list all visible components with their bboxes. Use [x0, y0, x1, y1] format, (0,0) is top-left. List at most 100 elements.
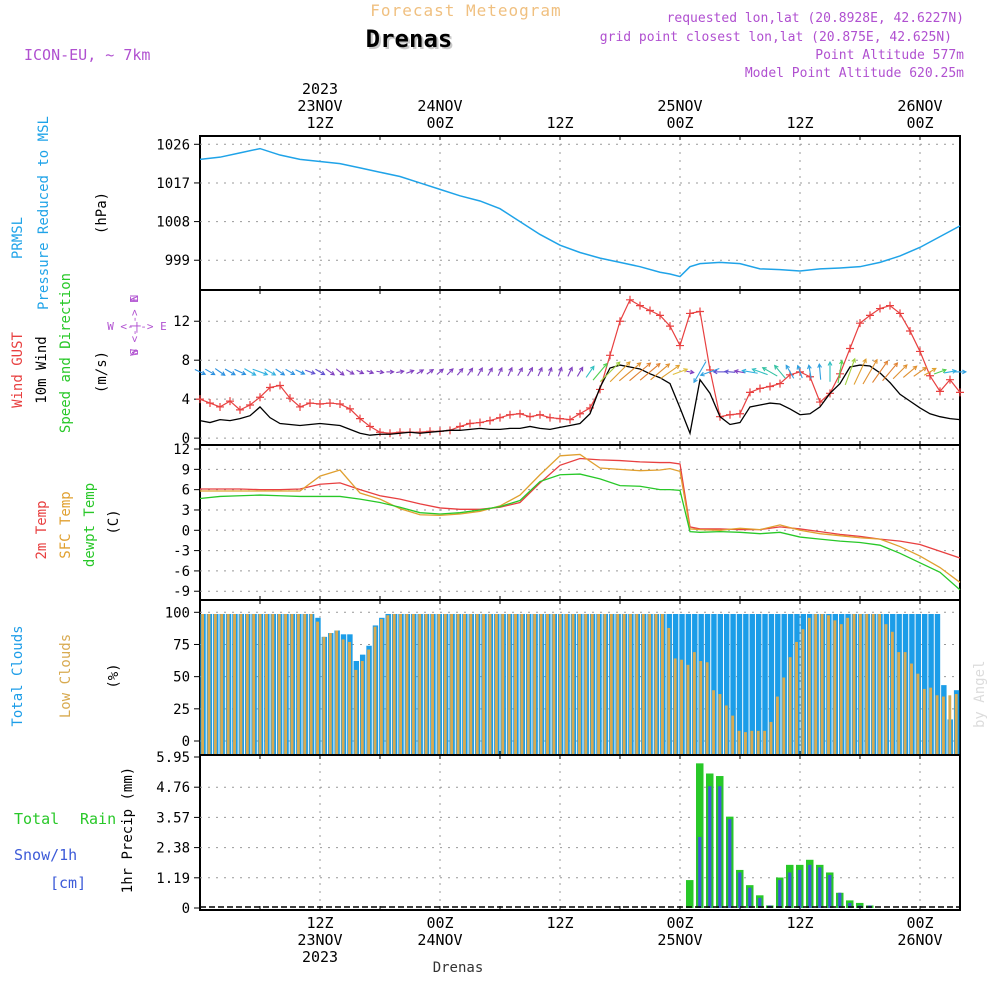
wind-vector-shaft: [252, 368, 268, 376]
snow-bar: [758, 897, 762, 908]
low-cloud-bar: [795, 641, 798, 754]
snow-bar: [848, 902, 852, 908]
snow-bar: [738, 872, 742, 908]
low-cloud-bar: [616, 614, 620, 754]
gust-marker: [466, 419, 474, 428]
total-cloud-bar: [736, 614, 743, 754]
wind-vector: [456, 367, 464, 376]
wind-vector: [305, 369, 316, 375]
wind-vector-shaft: [325, 368, 335, 376]
gust-marker: [306, 399, 314, 408]
wind-vector-shaft: [609, 361, 631, 383]
low-cloud-bar: [705, 662, 709, 754]
wind-vector: [751, 367, 768, 376]
bottom-time-label: 12Z: [306, 914, 333, 932]
low-cloud-bar: [265, 614, 268, 754]
low-cloud-bar: [807, 617, 811, 754]
low-cloud-bar: [948, 695, 952, 754]
low-cloud-bar: [552, 614, 556, 754]
wind-vector-shaft: [734, 370, 746, 374]
wind-vector: [618, 362, 642, 382]
low-cloud-bar: [220, 614, 224, 754]
low-cloud-bar: [897, 652, 901, 754]
low-cloud-bar: [341, 639, 345, 754]
wind-vector-shaft: [686, 370, 694, 374]
low-cloud-bar: [405, 614, 409, 754]
ytick-label: 75: [173, 637, 190, 653]
wind-vector-shaft: [660, 364, 680, 379]
wind-vector: [537, 366, 543, 377]
wind-vector-head: [263, 371, 269, 376]
gust-marker: [906, 326, 914, 335]
ytick-label: -9: [173, 584, 190, 600]
snow-bar: [728, 819, 732, 908]
low-cloud-bar: [929, 687, 933, 754]
gust-marker: [246, 401, 254, 410]
gust-marker: [846, 344, 854, 353]
gust-marker: [336, 400, 344, 409]
wind-vector-shaft: [275, 368, 285, 376]
wind-vector: [224, 368, 236, 376]
wind-vector-head: [429, 368, 435, 374]
wind-vector-shaft: [882, 362, 898, 382]
low-cloud-bar: [488, 614, 492, 754]
wind-vector-shaft: [837, 360, 843, 384]
ytick-label: 4.76: [156, 780, 190, 796]
wind-vector: [629, 362, 652, 382]
low-cloud-bar: [692, 652, 696, 754]
wind-vector-head: [548, 366, 553, 372]
low-cloud-bar: [533, 614, 537, 754]
wind-vector-head: [817, 362, 822, 368]
wind-vector-head: [568, 366, 573, 372]
total-cloud-bar: [711, 614, 717, 754]
wind-vector-shaft: [426, 369, 434, 375]
ytick-label: 5.95: [156, 750, 190, 766]
wind-vector: [923, 367, 937, 376]
low-cloud-bar: [507, 614, 511, 754]
wind-vector-shaft: [214, 368, 226, 376]
wind-vector-head: [518, 366, 523, 372]
wind-vector-head: [468, 367, 474, 373]
bottom-time-label: 26NOV: [897, 931, 942, 949]
low-cloud-bar: [884, 624, 888, 754]
wind-vector-shaft: [305, 369, 315, 375]
gust-marker: [206, 399, 214, 408]
gust-marker: [816, 398, 824, 407]
wind-vector-head: [615, 361, 621, 367]
wind-vector-shaft: [396, 370, 404, 374]
low-cloud-bar: [954, 694, 958, 754]
low-cloud-bar: [890, 631, 894, 754]
ytick-label: 4: [182, 392, 190, 408]
low-cloud-bar: [252, 614, 256, 754]
low-cloud-bar: [309, 614, 313, 754]
wind-vector: [426, 368, 435, 375]
wind-vector-head: [389, 369, 395, 375]
wind-vector-shaft: [436, 368, 444, 375]
temp-line-1: [200, 453, 961, 583]
wind-vector-shaft: [672, 368, 688, 376]
wind-vector: [507, 366, 513, 377]
gust-marker: [676, 341, 684, 350]
wind-vector-shaft: [194, 368, 206, 375]
gust-marker: [686, 309, 694, 318]
wind-vector: [773, 364, 786, 379]
ytick-label: 0: [182, 734, 190, 750]
low-cloud-bar: [277, 614, 281, 754]
wind-vector: [194, 368, 207, 376]
top-time-label: 12Z: [786, 114, 813, 132]
wind-vector: [699, 367, 720, 377]
wind-vector: [609, 361, 631, 383]
top-time-label: 12Z: [306, 114, 333, 132]
low-cloud-bar: [763, 730, 767, 754]
wind-vector: [557, 366, 563, 377]
wind-vector: [567, 366, 573, 377]
wind-vector-shaft: [446, 368, 454, 376]
wind-vector-head: [458, 367, 464, 373]
total-cloud-bar: [934, 614, 941, 754]
total-clouds-label: Total Clouds: [10, 625, 26, 726]
low-cloud-bar: [590, 614, 594, 754]
gust-marker: [286, 394, 294, 403]
ytick-label: 12: [173, 314, 190, 330]
panel-frame-temperature: [199, 444, 961, 601]
